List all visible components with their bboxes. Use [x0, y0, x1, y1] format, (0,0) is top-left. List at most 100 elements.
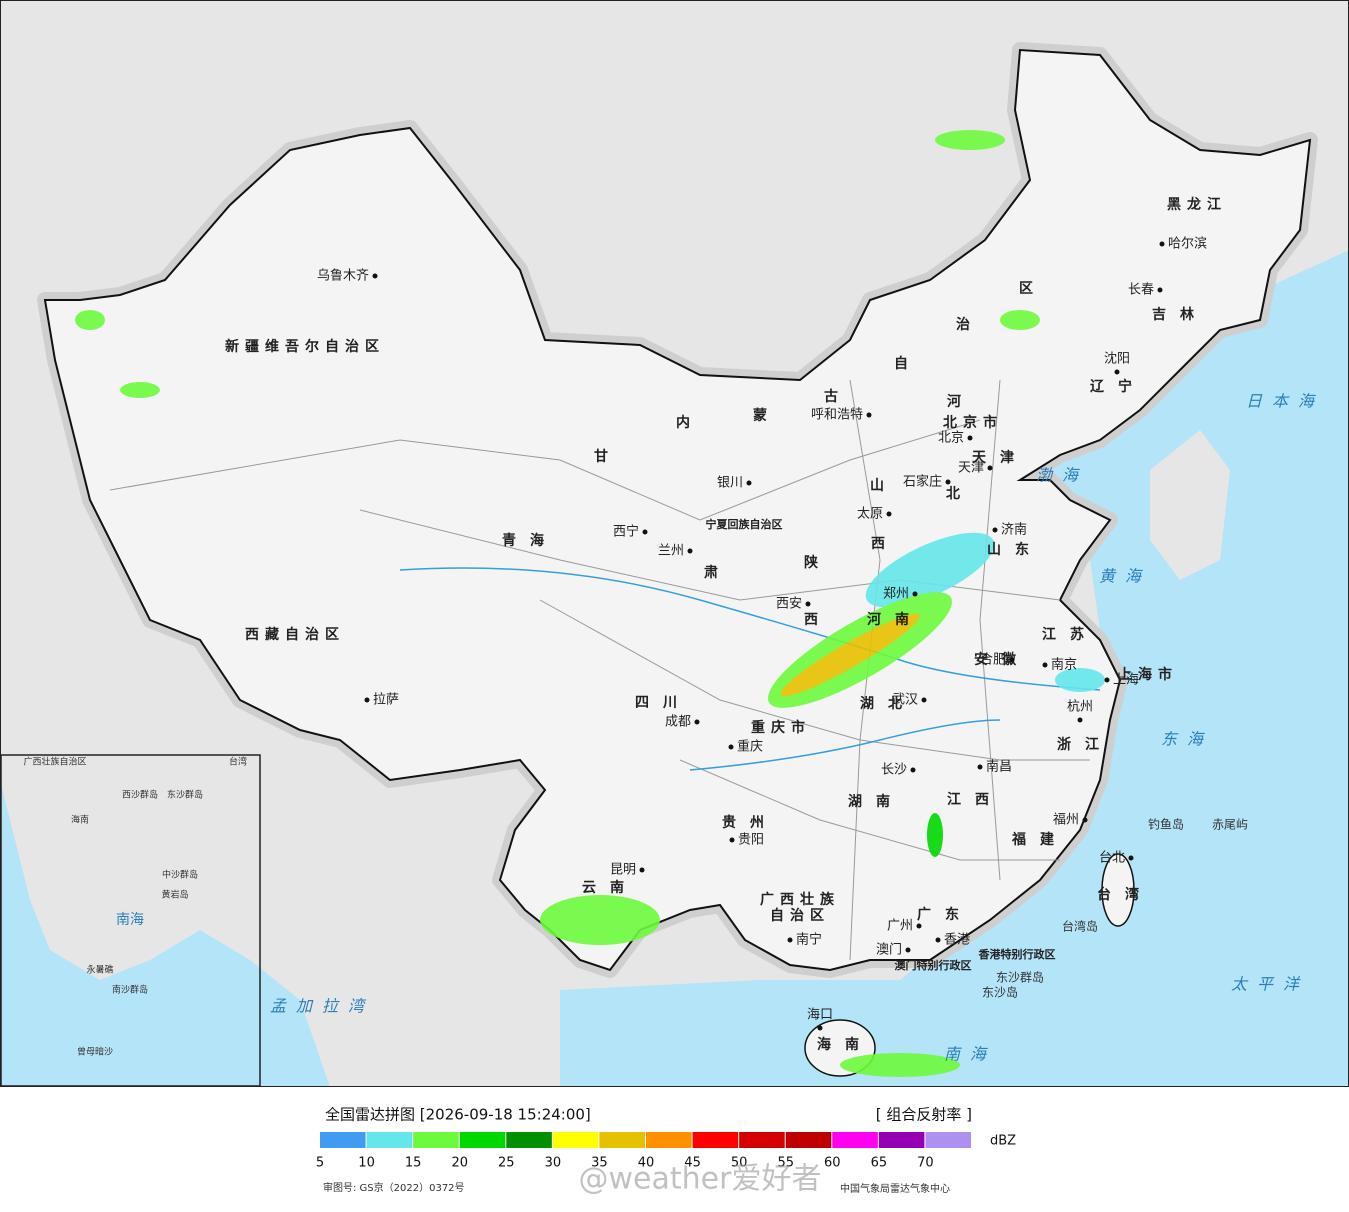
- city-dot: [921, 697, 927, 703]
- city-label: 杭州: [1067, 700, 1093, 715]
- city-label: 广州: [887, 919, 913, 934]
- city-label: 武汉: [892, 693, 918, 708]
- city-label: 银川: [717, 476, 743, 491]
- island-label: 台湾岛: [1062, 919, 1098, 934]
- river: [399, 567, 1101, 771]
- city-dot: [916, 923, 922, 929]
- island-label: 钓鱼岛: [1148, 817, 1184, 832]
- city-dot: [992, 527, 998, 533]
- korea: [1150, 430, 1230, 580]
- radar-echo: [75, 130, 1105, 1077]
- city-label: 台北: [1099, 851, 1125, 866]
- legend-product: [ 组合反射率 ]: [876, 1106, 972, 1124]
- city-label: 拉萨: [373, 693, 399, 708]
- city-label: 澳门: [876, 942, 902, 958]
- island-label: 赤尾屿: [1212, 818, 1248, 832]
- city-label: 昆明: [610, 863, 636, 878]
- city-dot: [977, 764, 983, 770]
- legend-swatch: [692, 1132, 739, 1148]
- sea-label: 太平洋: [1231, 975, 1309, 994]
- sea: [0, 780, 330, 1087]
- province-label: 河南: [867, 611, 923, 628]
- city-label: 合肥: [980, 653, 1006, 668]
- province-label: 肃: [704, 564, 732, 581]
- province-label: 治: [956, 316, 984, 333]
- city-dot: [1042, 662, 1048, 668]
- province-label: 天津: [972, 449, 1028, 466]
- city-label: 长春: [1128, 283, 1154, 298]
- inset-label: 广西壮族自治区: [23, 756, 86, 768]
- city-dot: [866, 412, 872, 418]
- city-dot: [1082, 817, 1088, 823]
- city-label: 南宁: [796, 932, 822, 948]
- legend-tick: 35: [591, 1156, 608, 1171]
- city-dot: [1157, 287, 1163, 293]
- inset-label: 东沙群岛: [167, 789, 203, 801]
- city-label: 重庆: [737, 739, 763, 755]
- legend-tick: 5: [316, 1156, 324, 1171]
- sea-label: 日本海: [1246, 392, 1324, 411]
- city-label: 呼和浩特: [811, 408, 863, 423]
- province-label: 云南: [582, 879, 638, 896]
- city-label: 长沙: [881, 763, 907, 778]
- legend-tick: 45: [684, 1156, 701, 1171]
- province-label: 区: [1019, 281, 1047, 297]
- province-label: 古: [824, 388, 852, 405]
- city-dot: [987, 465, 993, 471]
- city-label: 北京: [938, 431, 964, 446]
- province-label: 北京市: [943, 414, 1003, 431]
- legend-tick: 50: [731, 1156, 748, 1171]
- legend-tick: 40: [638, 1156, 655, 1171]
- island-label: 东沙群岛: [996, 970, 1044, 985]
- sea-label: 孟加拉湾: [270, 997, 374, 1016]
- legend-tick: 15: [405, 1156, 422, 1171]
- inset-label: 西沙群岛: [122, 789, 158, 801]
- sea-label: 南海: [944, 1045, 996, 1064]
- legend-swatch: [413, 1132, 459, 1148]
- inset-label: 海南: [71, 814, 89, 826]
- city-dot: [746, 480, 752, 486]
- legend-tick: 10: [358, 1156, 375, 1171]
- city-label: 乌鲁木齐: [317, 268, 369, 284]
- province-label: 西藏自治区: [245, 626, 345, 643]
- province-label: 广西壮族: [760, 891, 840, 908]
- city-dot: [817, 1025, 823, 1031]
- city-label: 西安: [776, 597, 802, 612]
- city-dot: [910, 767, 916, 773]
- inset-label: 黄岩岛: [161, 889, 188, 901]
- legend-swatch: [599, 1132, 645, 1148]
- province-label: 安徽: [974, 651, 1030, 668]
- city-label: 兰州: [658, 544, 684, 559]
- province-label: 北: [946, 486, 974, 502]
- city-dot: [967, 435, 973, 441]
- province-label: 台湾: [1097, 886, 1153, 903]
- city-label: 郑州: [883, 587, 909, 602]
- city-dot: [1009, 657, 1015, 663]
- inset-label: 永暑礁: [86, 964, 113, 976]
- legend-swatch: [552, 1132, 599, 1148]
- legend-tick: 25: [498, 1156, 515, 1171]
- city-dot: [1077, 717, 1083, 723]
- city-dot: [945, 479, 951, 485]
- province-label: 福建: [1011, 831, 1068, 848]
- legend-tick: 55: [777, 1156, 794, 1171]
- province-label: 上海市: [1118, 666, 1178, 683]
- province-label: 贵州: [722, 814, 778, 831]
- province-label: 辽宁: [1090, 378, 1146, 395]
- province-label: 新疆维吾尔自治区: [225, 338, 385, 355]
- city-dot: [642, 529, 648, 535]
- city-dot: [1159, 241, 1165, 247]
- city-label: 成都: [665, 715, 691, 730]
- city-dot: [905, 947, 911, 953]
- island-label: 东沙岛: [982, 985, 1018, 1000]
- province-label: 香港特别行政区: [978, 947, 1056, 961]
- inset-label: 南海: [116, 912, 144, 928]
- province-label: 浙江: [1057, 736, 1113, 753]
- taiwan: [1101, 853, 1135, 927]
- city-dot: [912, 591, 918, 597]
- city-label: 海口: [807, 1008, 833, 1023]
- inset-label: 台湾: [229, 756, 247, 768]
- legend-swatch: [506, 1132, 552, 1148]
- city-dot: [728, 744, 734, 750]
